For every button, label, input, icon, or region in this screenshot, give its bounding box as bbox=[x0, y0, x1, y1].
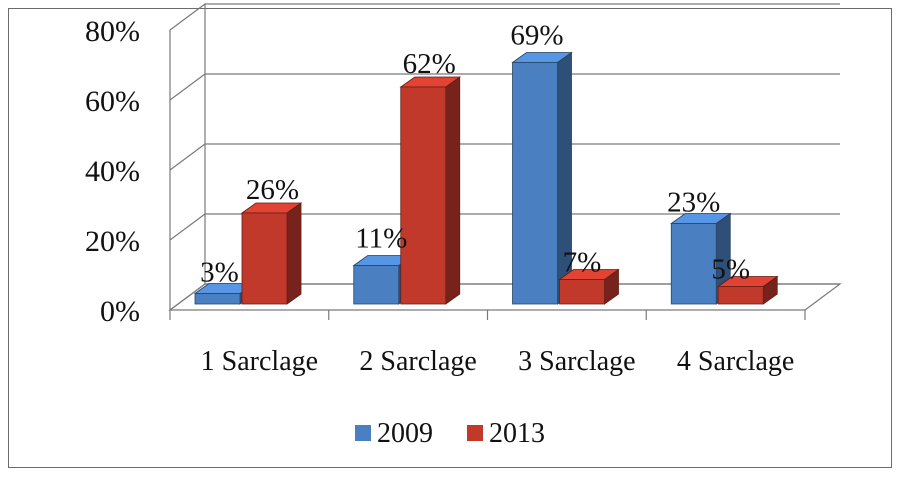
data-label: 11% bbox=[355, 223, 407, 255]
data-label: 3% bbox=[200, 257, 239, 289]
bar-2009-2 bbox=[353, 265, 400, 305]
y-tick-labels: 0% 20% 40% 60% 80% bbox=[85, 15, 140, 328]
floor bbox=[168, 283, 842, 311]
data-label: 26% bbox=[246, 174, 299, 206]
bar-2009-3 bbox=[512, 62, 558, 305]
axes bbox=[168, 4, 842, 320]
data-label: 23% bbox=[667, 187, 720, 219]
bar-2013-4 bbox=[717, 286, 764, 305]
y-tick-label: 0% bbox=[100, 295, 140, 328]
data-label: 69% bbox=[510, 20, 563, 52]
gridline bbox=[169, 3, 840, 31]
bar-side-2013-1 bbox=[286, 202, 302, 305]
category-labels: 1 Sarclage 2 Sarclage 3 Sarclage 4 Sarclage bbox=[201, 346, 795, 377]
category-label: 3 Sarclage bbox=[518, 346, 635, 377]
category-label: 2 Sarclage bbox=[359, 346, 476, 377]
y-tick-label: 60% bbox=[85, 85, 140, 118]
category-label: 1 Sarclage bbox=[201, 346, 318, 377]
bar-2013-2 bbox=[400, 86, 447, 305]
bars bbox=[193, 51, 779, 305]
legend-swatch-2009 bbox=[355, 425, 371, 441]
legend: 2009 2013 bbox=[355, 418, 545, 449]
data-label: 5% bbox=[711, 254, 750, 286]
legend-swatch-2013 bbox=[467, 425, 483, 441]
gridline bbox=[169, 73, 840, 101]
category-label: 4 Sarclage bbox=[677, 346, 794, 377]
bar-side-2013-2 bbox=[445, 76, 461, 305]
data-labels: 3% 26% 11% 62% 69% 7% 23% 5% bbox=[200, 20, 750, 289]
bar-2009-1 bbox=[194, 293, 241, 305]
data-label: 7% bbox=[563, 247, 602, 279]
y-tick-label: 20% bbox=[85, 225, 140, 258]
y-tick-label: 80% bbox=[85, 15, 140, 48]
legend-label-2009: 2009 bbox=[377, 418, 433, 449]
bar-2013-3 bbox=[559, 279, 605, 305]
data-label: 62% bbox=[403, 48, 456, 80]
legend-label-2013: 2013 bbox=[489, 418, 545, 449]
gridline bbox=[169, 143, 840, 171]
y-tick-label: 40% bbox=[85, 155, 140, 188]
bar-2009-4 bbox=[670, 223, 717, 305]
bar-2013-1 bbox=[241, 212, 288, 305]
